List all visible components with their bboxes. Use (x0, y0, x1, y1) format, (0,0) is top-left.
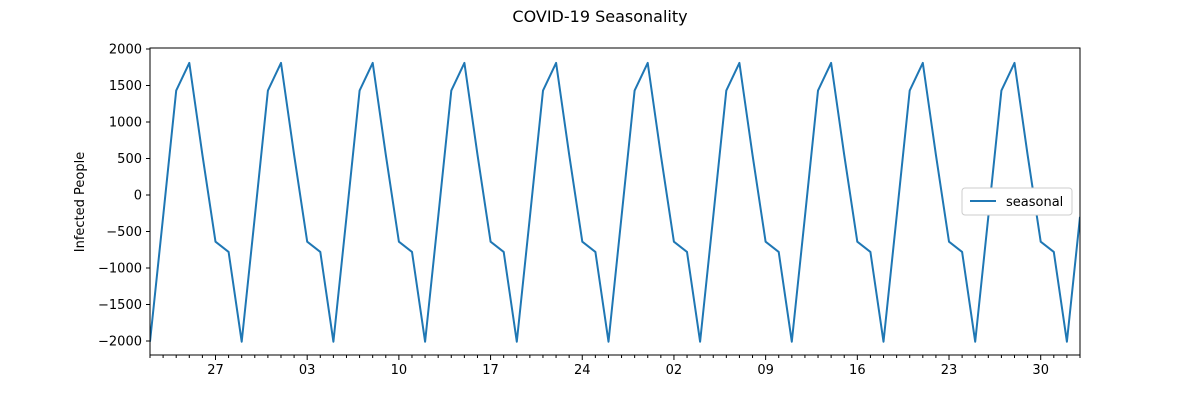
y-tick-label: −1500 (98, 298, 142, 313)
x-tick-label: 30 (1032, 363, 1049, 378)
x-tick-label: 17 (482, 363, 499, 378)
y-tick-label: 1000 (109, 116, 142, 131)
y-tick-label: −1000 (98, 262, 142, 277)
y-tick-label: 0 (134, 189, 142, 204)
y-tick-label: 500 (117, 152, 142, 167)
x-tick-label: 10 (391, 363, 408, 378)
y-tick-label: −2000 (98, 335, 142, 350)
y-tick-label: 2000 (109, 43, 142, 58)
x-axis-ticks: 27 03 10 17 24 02 09 16 23 30 (149, 355, 1081, 378)
x-tick-label: 02 (666, 363, 683, 378)
legend-label-seasonal: seasonal (1006, 195, 1063, 210)
x-tick-label: 03 (299, 363, 316, 378)
x-tick-label: 23 (941, 363, 958, 378)
x-tick-label: 27 (207, 363, 224, 378)
y-axis-label: Infected People (73, 152, 88, 252)
plot-frame (149, 47, 1081, 356)
x-tick-label: 16 (849, 363, 866, 378)
legend-box (961, 187, 1073, 216)
chart-title: COVID-19 Seasonality (512, 7, 687, 26)
y-tick-label: 1500 (109, 79, 142, 94)
legend: seasonal (961, 187, 1073, 216)
x-tick-label: 09 (757, 363, 774, 378)
x-tick-label: 24 (574, 363, 591, 378)
y-axis-ticks: 2000 1500 1000 500 0 −500 −1000 −1500 −2000 (98, 43, 150, 350)
series-line-seasonal (150, 61, 1080, 343)
y-tick-label: −500 (106, 225, 142, 240)
series-layer (150, 61, 1080, 343)
